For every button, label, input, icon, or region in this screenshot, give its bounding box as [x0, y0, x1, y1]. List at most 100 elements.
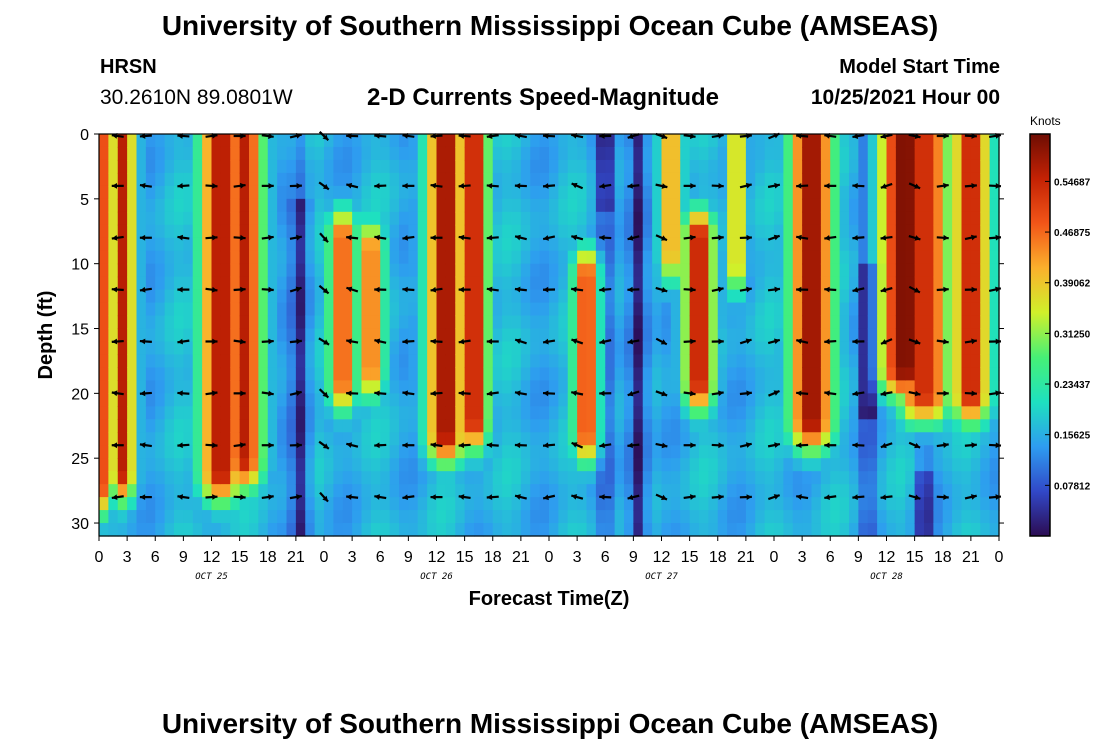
- vector-head: [486, 338, 493, 345]
- heatmap-cell: [99, 367, 109, 381]
- heatmap-cell: [708, 134, 719, 148]
- heatmap-cell: [614, 471, 625, 485]
- heatmap-cell: [577, 471, 588, 485]
- heatmap-cell: [324, 224, 334, 239]
- heatmap-cell: [849, 406, 859, 420]
- heatmap-cell: [652, 211, 663, 226]
- heatmap-cell: [764, 198, 775, 213]
- heatmap-cell: [708, 276, 719, 291]
- heatmap-cell: [605, 354, 616, 369]
- heatmap-cell: [849, 237, 859, 252]
- heatmap-cell: [727, 302, 738, 317]
- heatmap-cell: [502, 289, 513, 304]
- heatmap-cell: [989, 393, 1000, 407]
- heatmap-cell: [183, 172, 194, 187]
- heatmap-cell: [802, 523, 813, 537]
- heatmap-cell: [624, 341, 634, 356]
- heatmap-cell: [895, 289, 906, 304]
- heatmap-cell: [802, 380, 813, 394]
- heatmap-cell: [914, 393, 925, 407]
- heatmap-cell: [577, 250, 588, 265]
- heatmap-cell: [642, 315, 653, 330]
- heatmap-cell: [839, 276, 850, 291]
- heatmap-cell: [614, 134, 625, 148]
- heatmap-cell: [370, 172, 381, 187]
- heatmap-cell: [877, 289, 888, 304]
- heatmap-cell: [145, 134, 156, 148]
- heatmap-cell: [361, 237, 372, 252]
- heatmap-cell: [802, 393, 813, 407]
- heatmap-cell: [652, 159, 663, 174]
- heatmap-cell: [220, 134, 231, 148]
- heatmap-cell: [586, 328, 597, 343]
- vector-head: [852, 494, 858, 501]
- heatmap-cell: [408, 159, 419, 174]
- heatmap-cell: [727, 484, 738, 498]
- heatmap-cell: [961, 289, 972, 304]
- x-tick-label: 6: [601, 549, 610, 566]
- current-vector: [233, 234, 246, 241]
- heatmap-cell: [595, 263, 606, 278]
- vector-head: [346, 234, 352, 241]
- heatmap-cell: [352, 211, 363, 226]
- heatmap-cell: [399, 237, 409, 252]
- heatmap-cell: [952, 367, 963, 381]
- heatmap-cell: [324, 276, 334, 291]
- heatmap-cell: [230, 250, 241, 265]
- heatmap-cell: [586, 224, 597, 239]
- heatmap-cell: [502, 211, 513, 226]
- heatmap-cell: [389, 224, 400, 239]
- heatmap-cell: [745, 302, 756, 317]
- heatmap-cell: [136, 445, 147, 459]
- heatmap-cell: [670, 224, 681, 239]
- vector-head: [745, 182, 752, 189]
- heatmap-cell: [99, 432, 109, 446]
- heatmap-cell: [202, 497, 213, 511]
- heatmap-cell: [858, 198, 869, 213]
- heatmap-cell: [502, 159, 513, 174]
- heatmap-cell: [624, 471, 634, 485]
- heatmap-cell: [324, 263, 334, 278]
- heatmap-cell: [211, 185, 222, 200]
- heatmap-cell: [230, 393, 241, 407]
- heatmap-cell: [727, 432, 738, 446]
- vector-head: [139, 390, 146, 397]
- heatmap-cell: [783, 419, 794, 433]
- heatmap-cell: [520, 328, 531, 343]
- heatmap-cell: [558, 250, 569, 265]
- heatmap-cell: [352, 198, 363, 213]
- current-vector: [767, 234, 781, 241]
- current-vector: [711, 442, 724, 449]
- heatmap-cell: [136, 198, 147, 213]
- heatmap-cell: [445, 250, 456, 265]
- heatmap-cell: [211, 380, 222, 394]
- heatmap-cell: [408, 367, 419, 381]
- heatmap-cell: [614, 198, 625, 213]
- heatmap-cell: [942, 484, 953, 498]
- heatmap-cell: [502, 419, 513, 433]
- heatmap-cell: [314, 510, 325, 524]
- heatmap-cell: [839, 302, 850, 317]
- heatmap-cell: [333, 497, 344, 511]
- heatmap-cell: [839, 432, 850, 446]
- heatmap-cell: [324, 497, 334, 511]
- heatmap-cell: [202, 484, 213, 498]
- heatmap-cell: [586, 471, 597, 485]
- heatmap-cell: [230, 224, 241, 239]
- heatmap-cell: [877, 276, 888, 291]
- heatmap-cell: [980, 432, 991, 446]
- vector-head: [514, 286, 521, 293]
- heatmap-cell: [164, 367, 175, 381]
- heatmap-cell: [989, 419, 1000, 433]
- vector-head: [543, 183, 549, 189]
- heatmap-cell: [464, 302, 475, 317]
- heatmap-cell: [333, 211, 344, 226]
- heatmap-cell: [858, 134, 869, 148]
- heatmap-cell: [924, 315, 934, 330]
- heatmap-cell: [642, 445, 653, 459]
- heatmap-cell: [764, 510, 775, 524]
- heatmap-cell: [249, 458, 259, 472]
- current-vector: [739, 494, 752, 500]
- heatmap-cell: [924, 484, 934, 498]
- heatmap-cell: [652, 419, 663, 433]
